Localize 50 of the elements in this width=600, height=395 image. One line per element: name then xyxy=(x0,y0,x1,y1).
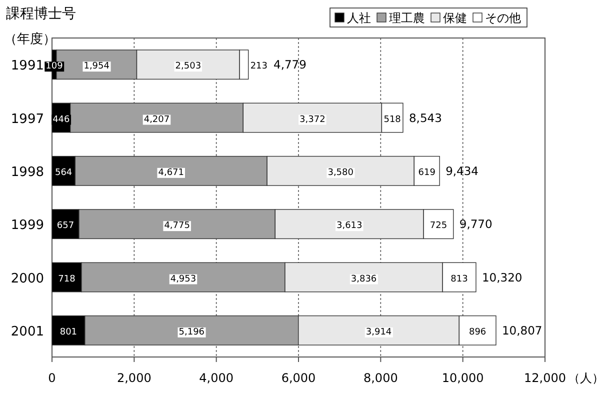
data-label: 2,503 xyxy=(175,62,202,72)
data-label: 446 xyxy=(52,114,70,125)
data-label: 564 xyxy=(54,168,72,178)
data-label: 518 xyxy=(384,114,402,125)
data-label: 813 xyxy=(450,274,468,284)
y-tick-label: 2000 xyxy=(10,271,44,286)
x-tick-label: 4,000 xyxy=(199,371,234,385)
y-tick-label: 1997 xyxy=(10,112,44,127)
data-label: 1,954 xyxy=(84,62,110,72)
chart-title: 課程博士号 xyxy=(6,6,76,22)
legend-label: 保健 xyxy=(443,11,467,25)
y-tick-label: 1991 xyxy=(10,58,44,74)
total-label: 9,434 xyxy=(446,164,479,178)
data-label: 4,207 xyxy=(144,114,170,125)
data-label: 3,613 xyxy=(336,221,362,232)
x-tick-label: 10,000 xyxy=(442,371,484,385)
data-label: 213 xyxy=(250,62,268,72)
data-label: 718 xyxy=(58,274,76,284)
y-tick-label: 1998 xyxy=(10,164,44,180)
total-label: 4,779 xyxy=(274,58,306,72)
data-label: 5,196 xyxy=(178,327,205,338)
total-label: 9,770 xyxy=(459,217,492,232)
y-axis-title: （年度） xyxy=(4,31,56,47)
data-label: 3,372 xyxy=(300,114,326,125)
data-label: 3,914 xyxy=(366,327,392,338)
data-label: 896 xyxy=(468,327,486,338)
data-label: 4,671 xyxy=(158,168,184,178)
data-label: 801 xyxy=(60,327,78,338)
total-label: 10,320 xyxy=(482,270,522,284)
total-label: 8,543 xyxy=(408,110,442,125)
data-label: 109 xyxy=(46,62,64,72)
data-label: 4,775 xyxy=(164,221,190,232)
x-tick-label: 0 xyxy=(48,371,56,385)
data-label: 4,953 xyxy=(170,274,196,284)
legend-label: 理工農 xyxy=(389,11,425,25)
x-tick-label: 6,000 xyxy=(281,371,316,385)
data-label: 725 xyxy=(430,221,448,232)
x-tick-label: 12,000 xyxy=(524,371,566,385)
x-tick-label: 2,000 xyxy=(116,371,152,385)
x-tick-label: 8,000 xyxy=(363,371,398,385)
y-tick-label: 1999 xyxy=(10,218,44,234)
x-axis-title: （人） xyxy=(568,371,600,385)
data-label: 619 xyxy=(418,168,436,178)
legend-label: その他 xyxy=(485,11,521,25)
legend-label: 人社 xyxy=(347,11,371,25)
data-label: 657 xyxy=(56,221,74,232)
total-label: 10,807 xyxy=(502,323,542,338)
data-label: 3,836 xyxy=(350,274,377,284)
data-label: 3,580 xyxy=(328,168,354,178)
y-tick-label: 2001 xyxy=(10,324,44,340)
